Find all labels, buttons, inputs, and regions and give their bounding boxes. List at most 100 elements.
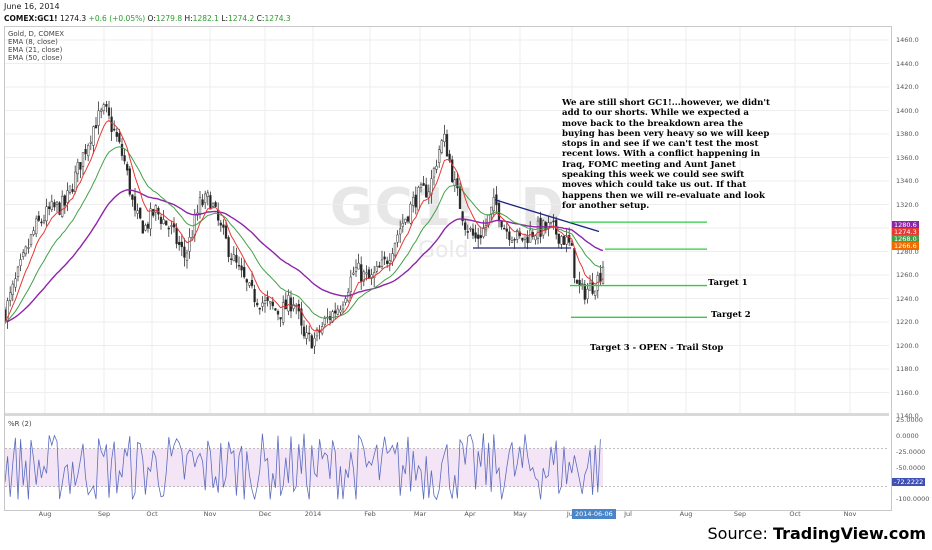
price-pane[interactable] <box>5 27 889 413</box>
candle-body <box>305 332 308 339</box>
candle-body <box>115 131 118 137</box>
candle-body <box>562 235 566 245</box>
source-prefix: Source: <box>707 524 773 543</box>
symbol-label[interactable]: COMEX:GC1! <box>4 14 58 23</box>
legend-ema21[interactable]: EMA (21, close) <box>8 46 63 54</box>
candle-body <box>378 265 381 268</box>
name-watermark: Gold <box>418 238 469 263</box>
candle-body <box>175 227 178 245</box>
williams-r-line <box>5 433 601 501</box>
source-brand[interactable]: TradingView.com <box>772 524 926 543</box>
candle-body <box>503 227 506 230</box>
candle-body <box>565 236 568 245</box>
candle-body <box>84 149 87 155</box>
candle-body <box>22 252 25 257</box>
candle-body <box>35 218 38 235</box>
close-label: C: <box>256 14 265 23</box>
change-value: +0.6 (+0.05%) <box>88 14 146 23</box>
candle-body <box>456 178 459 189</box>
open-value: 1279.8 <box>155 14 183 23</box>
candle-body <box>474 232 477 239</box>
last-price: 1274.3 <box>59 14 87 23</box>
candle-body <box>165 220 168 226</box>
candle-body <box>261 302 264 307</box>
candle-body <box>256 302 259 306</box>
candle-body <box>360 264 363 282</box>
candle-body <box>204 193 207 203</box>
candle-body <box>588 282 592 291</box>
candle-body <box>354 267 358 272</box>
time-tick: Aug <box>38 510 52 518</box>
candle-body <box>508 231 511 241</box>
candle-body <box>19 259 22 266</box>
candle-body <box>560 236 563 245</box>
candle-body <box>14 278 17 288</box>
candle-body <box>5 309 7 323</box>
candle-body <box>68 185 72 193</box>
candle-body <box>461 211 464 222</box>
candle-body <box>110 116 113 132</box>
candle-body <box>279 317 282 320</box>
candle-body <box>466 231 469 233</box>
price-tick: 1380.0 <box>896 130 919 138</box>
candle-body <box>113 128 116 131</box>
candle-body <box>414 194 417 208</box>
high-value: 1282.1 <box>192 14 219 23</box>
candle-body <box>552 220 555 223</box>
time-tick: May <box>513 510 527 518</box>
high-label: H: <box>184 14 193 23</box>
oscillator-pane[interactable] <box>5 416 889 508</box>
candle-body <box>531 232 534 237</box>
candle-body <box>365 272 368 275</box>
candle-body <box>263 300 267 304</box>
candle-body <box>404 218 407 223</box>
candle-body <box>370 274 373 279</box>
price-tick: 1440.0 <box>896 59 919 68</box>
candle-body <box>500 221 503 228</box>
candle-body <box>419 184 423 188</box>
time-axis[interactable]: AugSepOctNovDec2014FebMarAprMayJunJulAug… <box>5 509 889 521</box>
triangle-upper-line <box>494 199 600 233</box>
price-tick: 1340.0 <box>896 177 919 185</box>
candle-body <box>253 288 256 303</box>
price-badge: 1266.6 <box>892 242 919 250</box>
candle-body <box>266 297 269 301</box>
candle-body <box>42 220 46 223</box>
pane-divider[interactable] <box>5 413 889 416</box>
price-badge: 1268.0 <box>892 235 919 243</box>
candle-body <box>131 194 134 200</box>
osc-tick: -25.0000 <box>896 447 926 456</box>
candle-body <box>451 159 454 183</box>
candle-body <box>107 107 111 116</box>
legend-ema8[interactable]: EMA (8, close) <box>8 38 58 46</box>
candle-body <box>167 227 170 230</box>
candle-body <box>141 220 144 234</box>
candle-body <box>154 205 157 213</box>
oscillator-axis[interactable]: 25.00000.0000-25.0000-50.0000-75.0000-10… <box>890 416 932 508</box>
candle-body <box>388 260 391 264</box>
candle-body <box>393 242 397 256</box>
candle-body <box>100 109 103 112</box>
candle-body <box>315 328 319 337</box>
chart-date: June 16, 2014 <box>4 2 60 11</box>
candle-body <box>482 228 485 238</box>
candle-body <box>276 311 280 315</box>
candle-body <box>445 134 449 157</box>
candle-body <box>92 126 95 146</box>
candle-body <box>513 238 516 241</box>
time-tick: Dec <box>258 510 272 518</box>
candle-body <box>591 281 594 294</box>
osc-title[interactable]: %R (2) <box>8 420 32 428</box>
candle-body <box>37 215 40 221</box>
candle-body <box>152 209 155 216</box>
legend-title[interactable]: Gold, D, COMEX <box>8 30 65 38</box>
candle-body <box>24 246 27 255</box>
candle-body <box>237 264 241 267</box>
legend-ema50[interactable]: EMA (50, close) <box>8 54 63 62</box>
candle-body <box>583 284 586 300</box>
candle-body <box>40 221 43 224</box>
candle-body <box>570 243 573 246</box>
price-axis[interactable]: 1460.0 1440.0 1420.0 1400.0 1380.0 1360.0 1340… <box>890 27 932 420</box>
osc-tick: 25.0000 <box>896 416 923 424</box>
candle-body <box>146 223 150 229</box>
